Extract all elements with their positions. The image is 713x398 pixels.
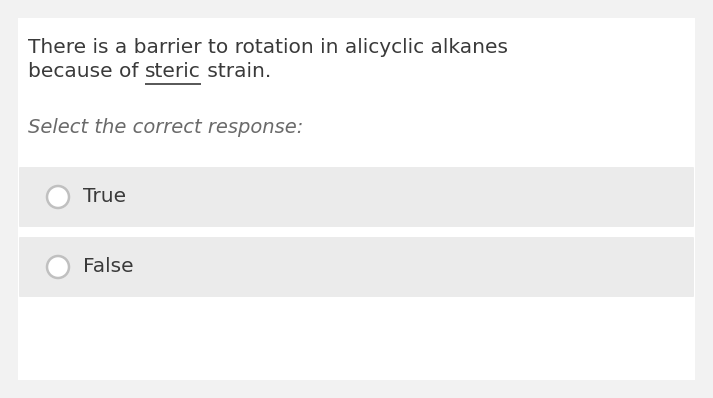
Text: False: False [83,258,133,277]
FancyBboxPatch shape [19,167,694,227]
FancyBboxPatch shape [19,237,694,297]
Circle shape [47,256,69,278]
Text: Select the correct response:: Select the correct response: [28,118,303,137]
Text: because of: because of [28,62,145,81]
FancyBboxPatch shape [18,18,695,380]
Text: steric: steric [145,62,200,81]
Circle shape [47,186,69,208]
Text: There is a barrier to rotation in alicyclic alkanes: There is a barrier to rotation in alicyc… [28,38,508,57]
Text: True: True [83,187,126,207]
Text: strain.: strain. [200,62,271,81]
